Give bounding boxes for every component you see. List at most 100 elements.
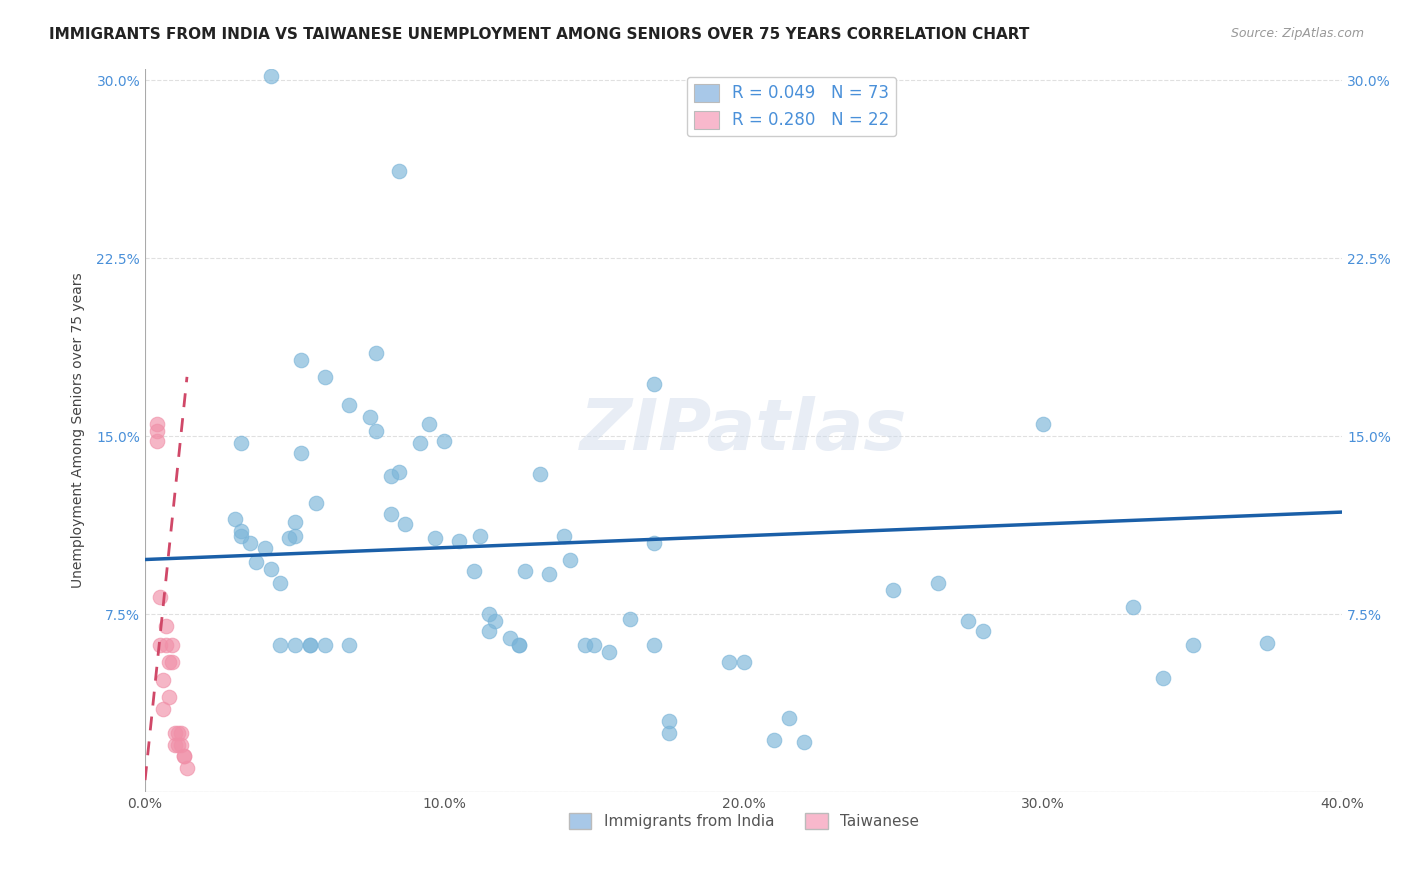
Point [170,738,193,752]
Point [643,376,665,391]
Point [380,508,402,522]
Point [380,469,402,483]
Point [1122,599,1144,614]
Point [364,425,387,439]
Point [643,536,665,550]
Point [229,524,252,538]
Y-axis label: Unemployment Among Seniors over 75 years: Unemployment Among Seniors over 75 years [72,272,86,588]
Point [155,619,177,633]
Point [449,533,471,548]
Point [314,638,336,652]
Point [167,725,190,739]
Point [478,624,501,638]
Point [163,738,186,752]
Point [290,446,312,460]
Point [173,749,195,764]
Point [290,353,312,368]
Point [146,425,169,439]
Point [364,346,387,360]
Point [1181,638,1204,652]
Point [152,673,174,688]
Text: IMMIGRANTS FROM INDIA VS TAIWANESE UNEMPLOYMENT AMONG SENIORS OVER 75 YEARS CORR: IMMIGRANTS FROM INDIA VS TAIWANESE UNEMP… [49,27,1029,42]
Point [146,434,169,448]
Point [298,638,321,652]
Point [778,711,800,725]
Point [152,702,174,716]
Point [658,714,681,728]
Point [359,410,381,425]
Point [157,690,180,704]
Point [409,436,432,450]
Point [762,732,785,747]
Point [176,761,198,775]
Point [553,529,575,543]
Point [269,638,291,652]
Point [388,465,411,479]
Point [463,565,485,579]
Point [515,565,537,579]
Point [160,655,183,669]
Point [598,645,620,659]
Point [538,566,561,581]
Point [157,655,180,669]
Point [499,631,522,645]
Point [478,607,501,621]
Point [160,638,183,652]
Point [260,562,283,576]
Point [529,467,551,482]
Point [253,541,276,555]
Point [643,638,665,652]
Point [388,163,411,178]
Point [163,725,186,739]
Point [1032,417,1054,432]
Point [619,612,641,626]
Point [284,638,307,652]
Point [277,531,299,545]
Point [337,638,360,652]
Point [149,591,172,605]
Point [229,529,252,543]
Point [418,417,440,432]
Point [484,614,506,628]
Point [298,638,321,652]
Point [717,655,740,669]
Point [260,69,283,83]
Point [284,529,307,543]
Point [733,655,755,669]
Legend: Immigrants from India, Taiwanese: Immigrants from India, Taiwanese [562,806,925,835]
Point [582,638,605,652]
Point [224,512,246,526]
Point [155,638,177,652]
Point [957,614,980,628]
Point [305,495,328,509]
Point [558,552,581,566]
Point [1152,671,1174,685]
Point [1256,635,1278,649]
Point [314,370,336,384]
Point [793,735,815,749]
Point [337,398,360,412]
Text: ZIPatlas: ZIPatlas [581,396,907,465]
Point [167,738,190,752]
Point [972,624,994,638]
Point [173,749,195,764]
Point [508,638,530,652]
Point [574,638,596,652]
Point [882,583,904,598]
Point [284,515,307,529]
Point [149,638,172,652]
Point [508,638,530,652]
Point [927,576,949,591]
Point [425,531,447,545]
Point [394,516,416,531]
Point [239,536,262,550]
Point [433,434,456,448]
Point [245,555,267,569]
Point [470,529,492,543]
Point [269,576,291,591]
Point [229,436,252,450]
Point [170,725,193,739]
Text: Source: ZipAtlas.com: Source: ZipAtlas.com [1230,27,1364,40]
Point [146,417,169,432]
Point [658,725,681,739]
